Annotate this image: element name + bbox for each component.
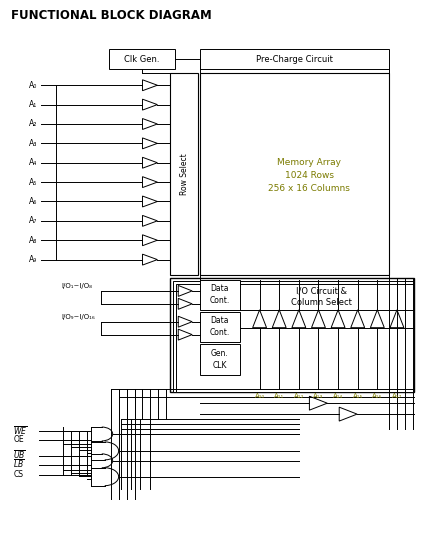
Text: A₀: A₀: [29, 80, 38, 90]
Text: A₁: A₁: [29, 100, 38, 109]
Text: Clk Gen.: Clk Gen.: [124, 55, 160, 64]
Text: Cont.: Cont.: [210, 296, 230, 305]
Text: CS: CS: [13, 470, 23, 479]
Bar: [200, 49, 389, 69]
Text: A₆: A₆: [29, 197, 38, 206]
Text: A₁₅: A₁₅: [352, 393, 363, 399]
Text: $\overline{WE}$: $\overline{WE}$: [13, 425, 28, 437]
Text: A₁₀: A₁₀: [255, 393, 265, 399]
Bar: [200, 73, 389, 275]
Text: $\overline{UB}$: $\overline{UB}$: [13, 450, 26, 462]
Text: A₃: A₃: [29, 139, 38, 148]
Text: A₉: A₉: [29, 255, 38, 264]
Text: Pre-Charge Circuit: Pre-Charge Circuit: [256, 55, 333, 64]
Text: Cont.: Cont.: [210, 328, 230, 337]
Text: Data: Data: [211, 284, 229, 294]
Text: I/O₉~I/O₁₆: I/O₉~I/O₁₆: [61, 314, 95, 320]
Text: Data: Data: [211, 316, 229, 325]
Text: A₈: A₈: [29, 236, 38, 245]
Text: I/O Circuit &: I/O Circuit &: [296, 286, 347, 295]
Text: Memory Array: Memory Array: [278, 158, 341, 166]
Text: A₅: A₅: [29, 178, 38, 186]
Text: A₄: A₄: [29, 158, 38, 167]
Bar: [200, 280, 240, 310]
Text: 1024 Rows: 1024 Rows: [285, 170, 334, 180]
Text: A₇: A₇: [29, 216, 38, 225]
Text: 256 x 16 Columns: 256 x 16 Columns: [268, 184, 350, 193]
Text: A₂: A₂: [29, 119, 38, 129]
Bar: [200, 312, 240, 341]
Text: Gen.: Gen.: [211, 349, 229, 358]
Text: A₁₃: A₁₃: [313, 393, 323, 399]
Text: CLK: CLK: [213, 361, 227, 370]
Bar: [173, 281, 414, 392]
Text: OE: OE: [13, 436, 24, 445]
Bar: [109, 49, 175, 69]
Bar: [176, 284, 414, 392]
Text: A₁₁: A₁₁: [274, 393, 284, 399]
Bar: [170, 278, 414, 392]
Text: Column Select: Column Select: [291, 299, 352, 307]
Text: $\overline{LB}$: $\overline{LB}$: [13, 459, 25, 471]
Text: FUNCTIONAL BLOCK DIAGRAM: FUNCTIONAL BLOCK DIAGRAM: [11, 9, 212, 22]
Text: I/O₁~I/O₈: I/O₁~I/O₈: [61, 283, 92, 289]
Bar: [200, 344, 240, 375]
Text: A₁₆: A₁₆: [372, 393, 382, 399]
Text: A₁₂: A₁₂: [294, 393, 304, 399]
Text: A₁₇: A₁₇: [392, 393, 402, 399]
Text: Row Select: Row Select: [180, 153, 189, 195]
Bar: [170, 73, 198, 275]
Text: A₁₄: A₁₄: [333, 393, 343, 399]
